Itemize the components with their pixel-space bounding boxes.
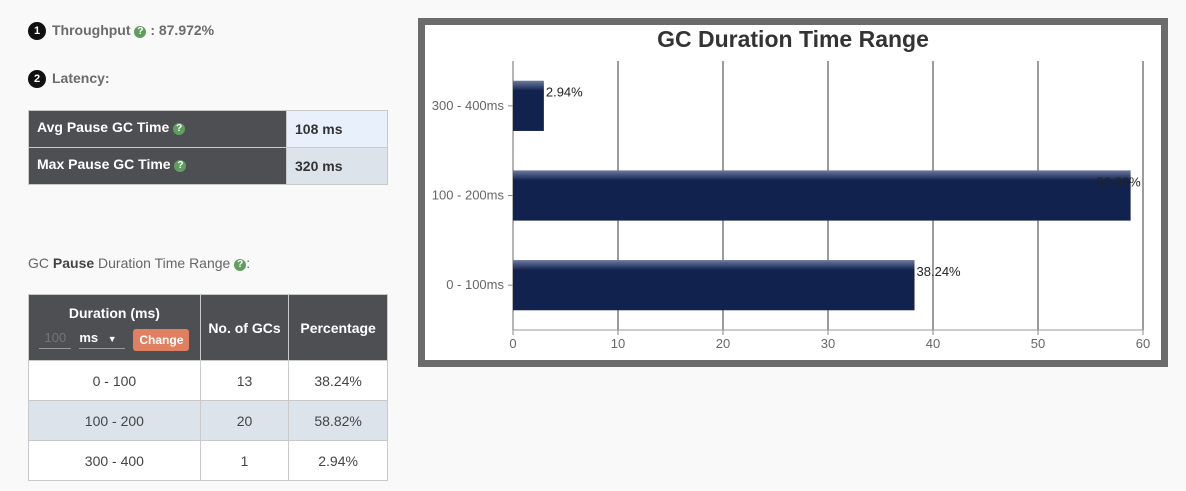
chart-panel: GC Duration Time Range 0 10 20 30 40 50 60 300 -… bbox=[425, 25, 1161, 360]
y-category-label: 300 - 400ms bbox=[432, 98, 505, 113]
percentage-cell: 58.82% bbox=[288, 400, 388, 441]
help-icon[interactable]: ? bbox=[134, 26, 147, 38]
throughput-value: : 87.972% bbox=[150, 22, 215, 38]
avg-pause-label: Avg Pause GC Time bbox=[37, 119, 170, 135]
percentage-header: Percentage bbox=[288, 294, 388, 361]
y-category-label: 100 - 200ms bbox=[432, 188, 505, 203]
gc-count-header: No. of GCs bbox=[199, 294, 290, 361]
avg-pause-header: Avg Pause GC Time ? bbox=[28, 110, 287, 148]
range-title-prefix: GC bbox=[28, 255, 53, 271]
y-category-label: 0 - 100ms bbox=[446, 277, 504, 292]
range-section-title: GC Pause Duration Time Range ?: bbox=[28, 255, 250, 271]
percentage-cell: 2.94% bbox=[288, 440, 388, 481]
range-cell: 300 - 400 bbox=[28, 440, 201, 481]
x-tick-label: 40 bbox=[926, 336, 940, 351]
throughput-label: Throughput bbox=[52, 22, 131, 38]
duration-header: Duration (ms) ms ▼ Change bbox=[28, 294, 201, 361]
duration-range-table: Duration (ms) ms ▼ Change No. of GCs Per… bbox=[28, 294, 388, 481]
duration-header-label: Duration (ms) bbox=[68, 304, 160, 321]
help-icon[interactable]: ? bbox=[174, 160, 187, 172]
chart-title: GC Duration Time Range bbox=[657, 26, 929, 52]
max-pause-label: Max Pause GC Time bbox=[37, 156, 171, 172]
avg-pause-value: 108 ms bbox=[286, 110, 388, 148]
bar bbox=[513, 260, 915, 311]
bar-data-label: 38.24% bbox=[917, 264, 962, 279]
x-tick-label: 20 bbox=[716, 336, 730, 351]
x-tick-label: 10 bbox=[611, 336, 625, 351]
percentage-cell: 38.24% bbox=[288, 360, 388, 401]
table-row: 300 - 400 1 2.94% bbox=[28, 440, 388, 481]
bar-data-label: 2.94% bbox=[546, 85, 583, 100]
step-1-badge: 1 bbox=[28, 22, 46, 40]
range-cell: 100 - 200 bbox=[28, 400, 201, 441]
table-row: 0 - 100 13 38.24% bbox=[28, 360, 388, 401]
change-button[interactable]: Change bbox=[133, 328, 190, 351]
unit-select-value: ms bbox=[79, 330, 99, 345]
duration-controls: ms ▼ Change bbox=[29, 328, 200, 351]
range-title-colon: : bbox=[246, 255, 251, 271]
x-tick-label: 0 bbox=[509, 336, 516, 351]
chart-frame: GC Duration Time Range 0 10 20 30 40 50 60 300 -… bbox=[418, 18, 1168, 367]
chevron-down-icon: ▼ bbox=[107, 334, 117, 344]
table-row: 100 - 200 20 58.82% bbox=[28, 400, 388, 441]
latency-table: Avg Pause GC Time ? 108 ms Max Pause GC … bbox=[28, 110, 388, 185]
max-pause-value: 320 ms bbox=[286, 147, 388, 185]
bar-data-label: 58.82% bbox=[1097, 174, 1142, 189]
x-tick-label: 50 bbox=[1031, 336, 1045, 351]
bar bbox=[513, 80, 544, 131]
gc-duration-chart: GC Duration Time Range 0 10 20 30 40 50 60 300 -… bbox=[432, 26, 1151, 351]
count-cell: 13 bbox=[199, 360, 290, 401]
table-row: Avg Pause GC Time ? 108 ms bbox=[28, 110, 388, 148]
help-icon[interactable]: ? bbox=[173, 123, 186, 135]
x-tick-label: 30 bbox=[821, 336, 835, 351]
count-cell: 20 bbox=[199, 400, 290, 441]
count-cell: 1 bbox=[199, 440, 290, 481]
step-2-badge: 2 bbox=[28, 70, 46, 88]
range-title-bold: Pause bbox=[52, 255, 95, 271]
x-tick-label: 60 bbox=[1136, 336, 1150, 351]
max-pause-header: Max Pause GC Time ? bbox=[28, 147, 287, 185]
table-row: Max Pause GC Time ? 320 ms bbox=[28, 147, 388, 185]
duration-input[interactable] bbox=[39, 330, 72, 349]
latency-label: Latency: bbox=[52, 70, 110, 86]
throughput-row: Throughput ? : 87.972% bbox=[52, 22, 214, 38]
bar bbox=[513, 170, 1131, 221]
help-icon[interactable]: ? bbox=[234, 259, 247, 271]
range-title-suffix: Duration Time Range bbox=[94, 255, 231, 271]
unit-select[interactable]: ms ▼ bbox=[79, 330, 126, 349]
range-cell: 0 - 100 bbox=[28, 360, 201, 401]
